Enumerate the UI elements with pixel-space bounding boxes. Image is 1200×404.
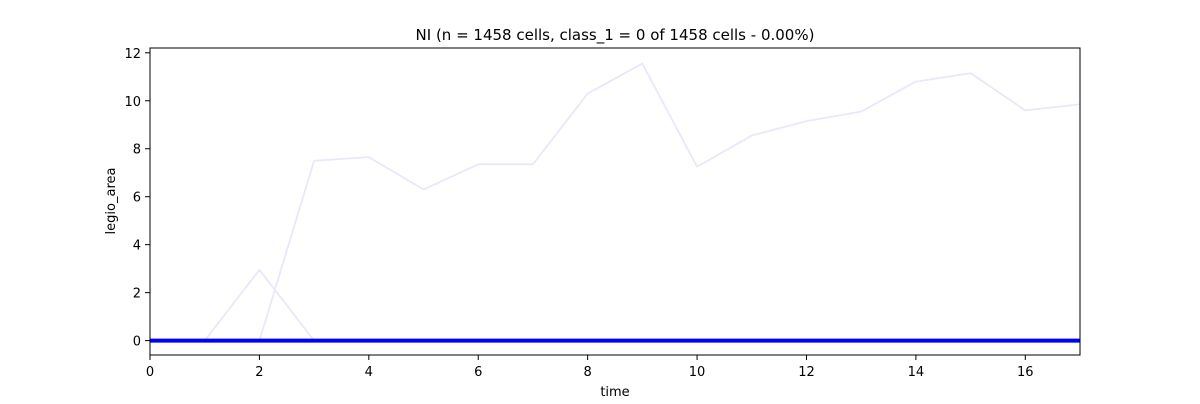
x-tick-label: 4 [365, 365, 373, 380]
y-axis: 0 2 4 6 8 10 12 [124, 47, 150, 350]
x-tick-label: 16 [1017, 365, 1034, 380]
plot-area [150, 62, 1081, 343]
x-tick-label: 0 [146, 365, 154, 380]
x-tick-label: 14 [908, 365, 925, 380]
x-tick-label: 8 [584, 365, 592, 380]
y-tick-label: 4 [133, 239, 141, 254]
x-tick-label: 12 [798, 365, 815, 380]
plot-frame [149, 47, 1081, 356]
chart-title: NI (n = 1458 cells, class_1 = 0 of 1458 … [416, 26, 815, 45]
y-tick-label: 0 [133, 335, 141, 350]
y-tick-label: 10 [124, 95, 141, 110]
x-axis: 0 2 4 6 8 10 12 14 16 [146, 355, 1034, 380]
series-line-0 [150, 268, 315, 342]
y-tick-label: 12 [124, 47, 141, 62]
y-tick-label: 2 [133, 287, 141, 302]
y-tick-label: 6 [133, 191, 141, 206]
series-line-1 [150, 62, 1081, 342]
x-axis-label: time [600, 385, 629, 400]
y-tick-label: 8 [133, 143, 141, 158]
x-tick-label: 2 [255, 365, 263, 380]
x-tick-label: 10 [689, 365, 706, 380]
y-axis-label: legio_area [104, 168, 119, 235]
x-tick-label: 6 [474, 365, 482, 380]
